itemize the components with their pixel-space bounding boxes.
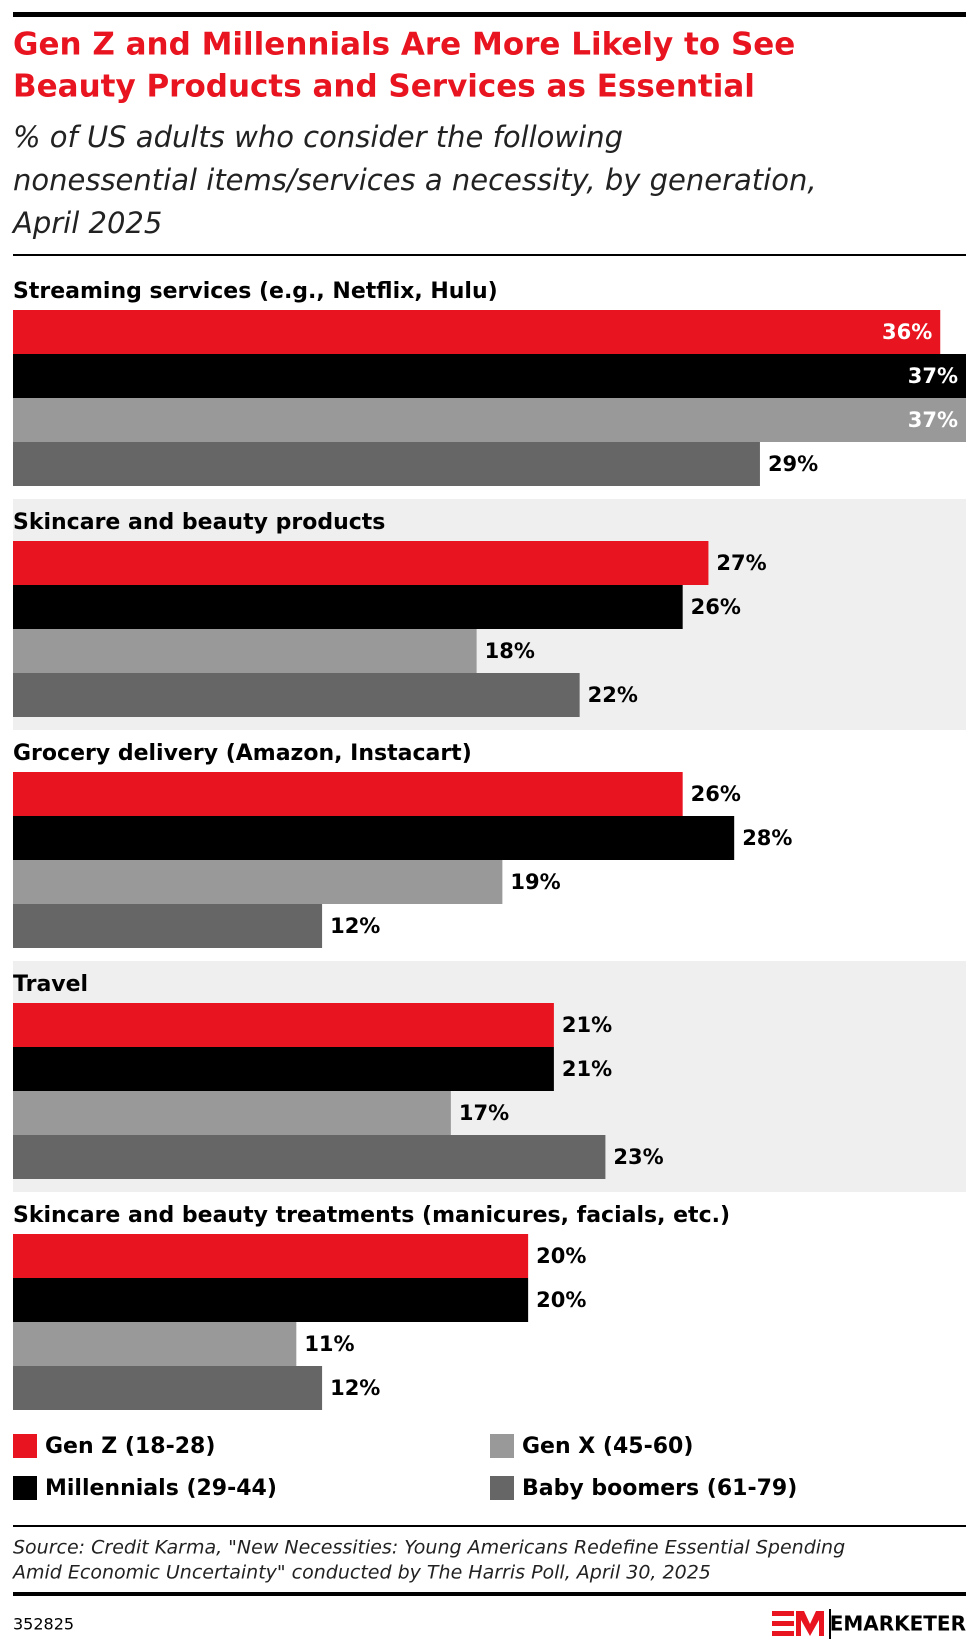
value-label: 23%: [613, 1145, 663, 1169]
value-label: 12%: [330, 914, 380, 938]
bar: [13, 354, 966, 398]
category-label: Grocery delivery (Amazon, Instacart): [13, 741, 472, 766]
category-label: Travel: [13, 972, 88, 997]
source-note: Source: Credit Karma, "New Necessities: …: [13, 1537, 845, 1559]
category-label: Skincare and beauty treatments (manicure…: [13, 1203, 730, 1228]
bar: [13, 816, 735, 860]
bar: [13, 310, 941, 354]
chart-subtitle: nonessential items/services a necessity,…: [13, 163, 817, 197]
legend-label: Millennials (29-44): [45, 1476, 277, 1501]
value-label: 20%: [536, 1244, 586, 1268]
value-label: 19%: [510, 870, 560, 894]
chart-subtitle: April 2025: [11, 206, 162, 240]
bar: [13, 442, 760, 486]
value-label: 27%: [716, 551, 766, 575]
bar: [13, 541, 709, 585]
bar: [13, 1234, 529, 1278]
value-label: 12%: [330, 1376, 380, 1400]
bar: [13, 904, 323, 948]
chart-title: Gen Z and Millennials Are More Likely to…: [13, 27, 795, 63]
bar: [13, 1135, 606, 1179]
bar: [13, 585, 683, 629]
bar: [13, 1091, 451, 1135]
legend-label: Baby boomers (61-79): [522, 1476, 797, 1501]
value-label: 28%: [742, 826, 792, 850]
legend-swatch: [13, 1434, 37, 1458]
category-label: Skincare and beauty products: [13, 510, 385, 535]
brand: EMARKETER: [830, 1612, 966, 1636]
value-label: 36%: [882, 320, 932, 344]
legend-label: Gen Z (18-28): [45, 1434, 215, 1459]
bar: [13, 673, 580, 717]
top-rule: [13, 12, 966, 17]
value-label: 26%: [691, 595, 741, 619]
bar: [13, 772, 683, 816]
value-label: 20%: [536, 1288, 586, 1312]
value-label: 18%: [485, 639, 535, 663]
legend-label: Gen X (45-60): [522, 1434, 693, 1459]
legend-swatch: [13, 1476, 37, 1500]
bar: [13, 629, 477, 673]
value-label: 21%: [562, 1057, 612, 1081]
legend-swatch: [490, 1434, 514, 1458]
value-label: 22%: [588, 683, 638, 707]
chart-subtitle: % of US adults who consider the followin…: [13, 120, 623, 154]
logo-mark: [772, 1609, 831, 1639]
bar: [13, 1278, 529, 1322]
header-rule: [13, 254, 966, 256]
bar: [13, 398, 966, 442]
value-label: 21%: [562, 1013, 612, 1037]
footer-rule: [13, 1592, 966, 1596]
value-label: 17%: [459, 1101, 509, 1125]
source-rule: [13, 1525, 966, 1527]
bar: [13, 1047, 554, 1091]
value-label: 11%: [304, 1332, 354, 1356]
value-label: 37%: [908, 364, 958, 388]
chart-title: Beauty Products and Services as Essentia…: [13, 69, 755, 105]
bar: [13, 860, 503, 904]
value-label: 37%: [908, 408, 958, 432]
bar: [13, 1322, 297, 1366]
value-label: 29%: [768, 452, 818, 476]
chart-id: 352825: [13, 1615, 74, 1634]
bar: [13, 1003, 554, 1047]
category-label: Streaming services (e.g., Netflix, Hulu): [13, 279, 498, 304]
value-label: 26%: [691, 782, 741, 806]
bar: [13, 1366, 323, 1410]
legend-swatch: [490, 1476, 514, 1500]
source-note: Amid Economic Uncertainty" conducted by …: [11, 1562, 711, 1584]
